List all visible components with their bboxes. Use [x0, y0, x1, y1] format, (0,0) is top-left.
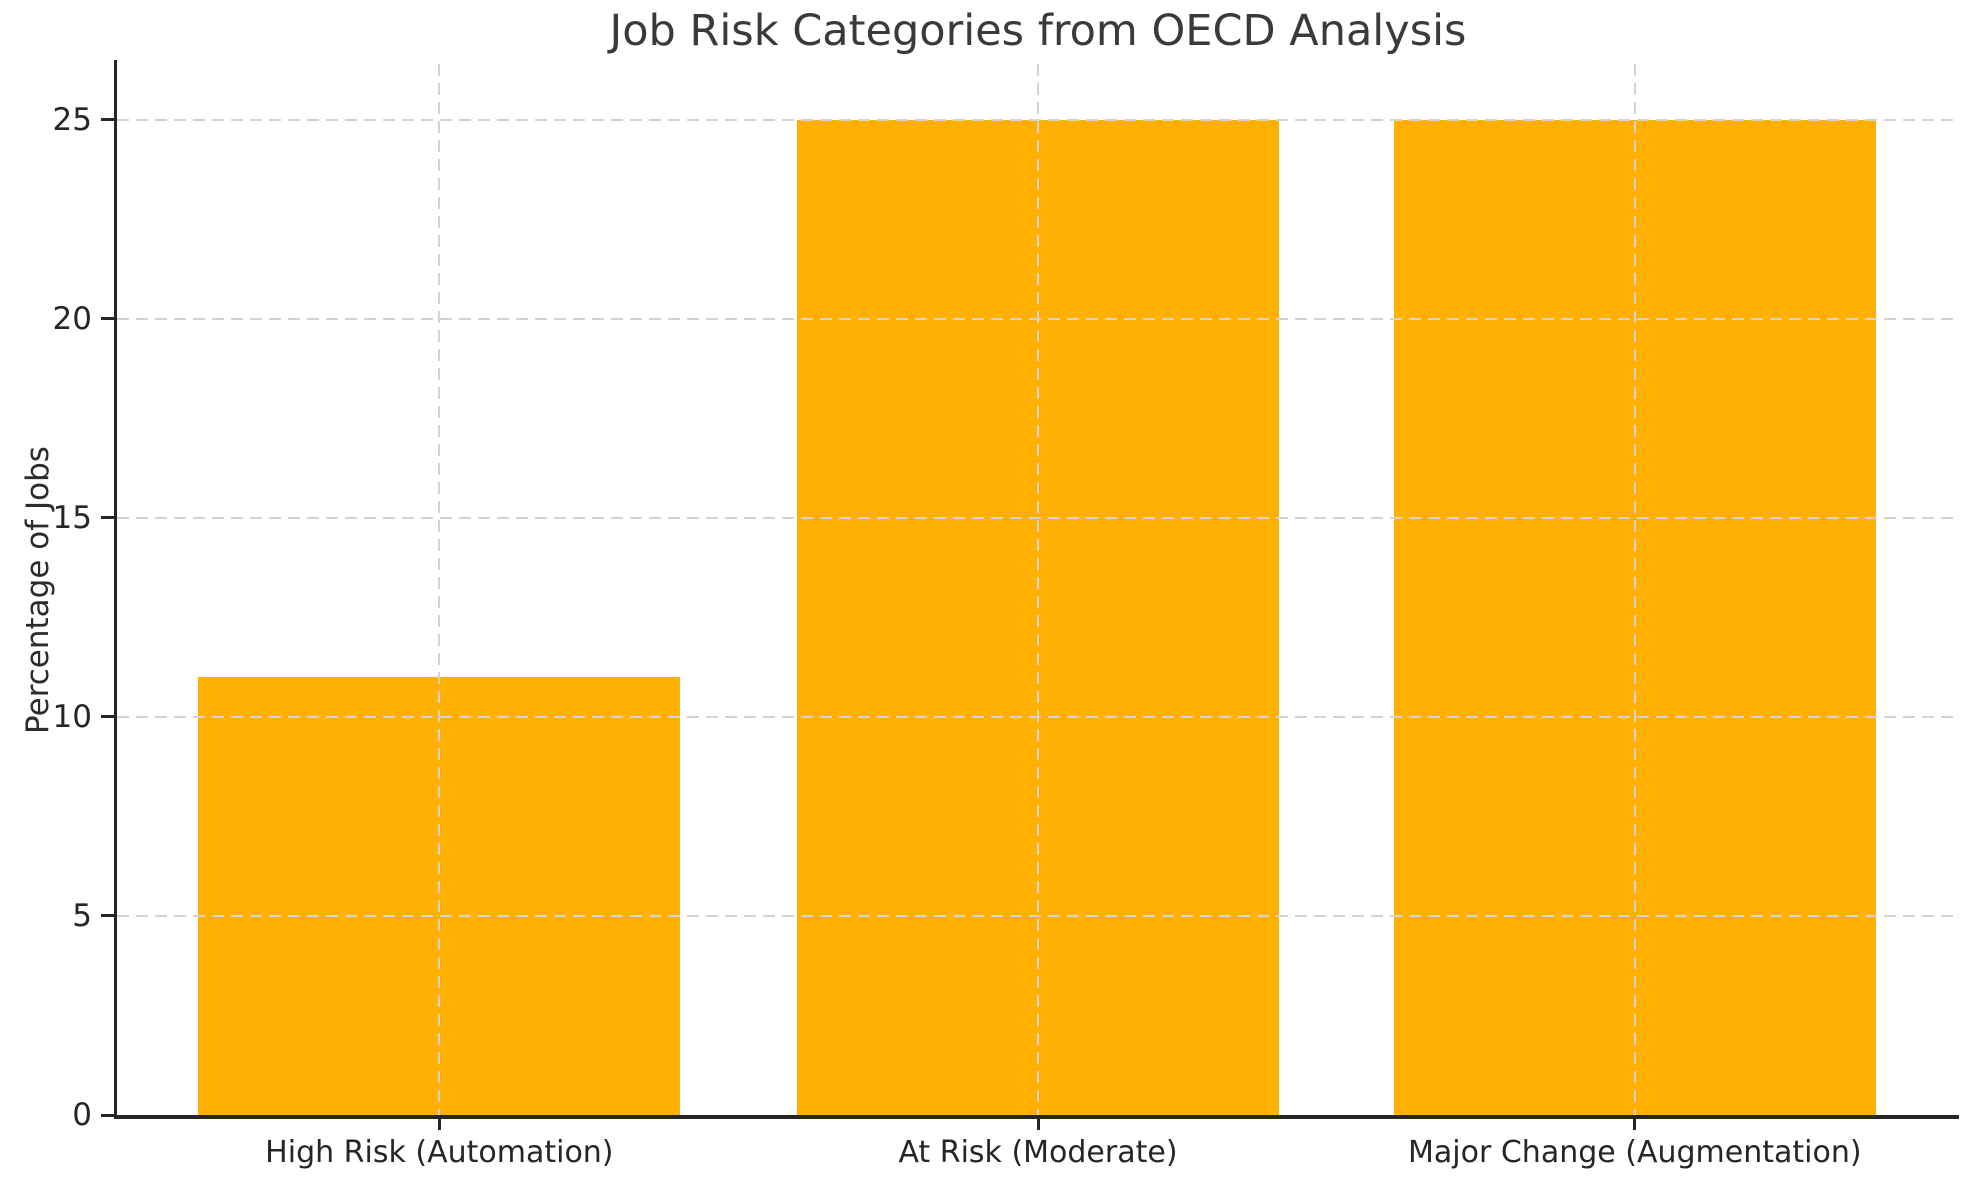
y-tick-label-20: 20 [52, 300, 92, 337]
chart-title: Job Risk Categories from OECD Analysis [609, 6, 1467, 56]
y-tick-label-25: 25 [52, 101, 92, 138]
y-axis-line [114, 60, 117, 1119]
x-tick-label-at-risk-moderate: At Risk (Moderate) [898, 1135, 1178, 1170]
y-tick-10 [101, 715, 114, 719]
y-axis-title: Percentage of Jobs [20, 446, 56, 734]
plot-area: 0 5 10 15 20 25 High Risk (Automation) At Risk … [53, 60, 1959, 1170]
x-axis-line [114, 1115, 1959, 1119]
x-tick-label-high-risk-automation: High Risk (Automation) [265, 1135, 614, 1170]
gridline-x-high-risk-automation [438, 64, 441, 1115]
x-tick-at-risk-moderate [1036, 1119, 1040, 1130]
y-tick-20 [101, 317, 114, 321]
y-tick-15 [101, 516, 114, 520]
y-tick-0 [101, 1113, 114, 1117]
y-tick-label-0: 0 [72, 1097, 92, 1133]
y-tick-5 [101, 914, 114, 918]
x-tick-major-change-augmentation [1633, 1119, 1637, 1130]
gridline-x-at-risk-moderate [1037, 64, 1039, 1115]
gridline-x-major-change-augmentation [1633, 64, 1636, 1115]
x-tick-label-major-change-augmentation: Major Change (Augmentation) [1408, 1135, 1862, 1170]
y-tick-label-10: 10 [52, 698, 92, 735]
y-tick-25 [101, 118, 114, 122]
y-tick-label-5: 5 [72, 897, 92, 934]
y-tick-label-15: 15 [52, 499, 92, 536]
x-tick-high-risk-automation [437, 1119, 441, 1130]
